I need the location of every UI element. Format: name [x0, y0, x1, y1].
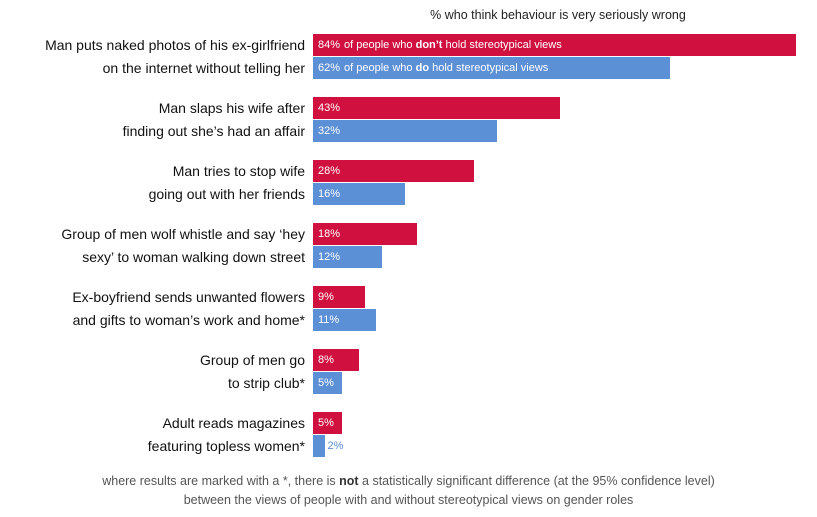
bar-dont-hold-views	[313, 286, 365, 308]
category-label-line: on the internet without telling her	[102, 60, 305, 76]
footnote-line-2: between the views of people with and wit…	[183, 493, 634, 507]
footnote-line-1-post: a statistically significant difference (…	[358, 474, 715, 488]
category-label-line: Man tries to stop wife	[172, 163, 305, 179]
category-label: Group of men wolf whistle and say ‘hey se…	[5, 223, 305, 269]
bar-dont-hold-views	[313, 34, 796, 56]
category-label-line: Man slaps his wife after	[158, 100, 305, 116]
bar-do-hold-views	[313, 309, 377, 331]
legend-entry: of people who do hold stereotypical view…	[344, 62, 549, 74]
data-label: 5%	[318, 377, 334, 389]
bar-dont-hold-views	[313, 223, 417, 245]
bar-dont-hold-views	[313, 412, 342, 434]
data-label: 43%	[318, 102, 341, 114]
data-label: 32%	[318, 125, 341, 137]
chart-title: % who think behaviour is very seriously …	[430, 8, 686, 22]
footnote-line-1: where results are marked with a *, there…	[0, 472, 817, 491]
data-label: 11%	[318, 314, 340, 326]
bar-do-hold-views	[313, 435, 325, 457]
data-label: 84% of people who don’t hold stereotypica…	[318, 39, 562, 51]
category-label-line: sexy’ to woman walking down street	[82, 249, 305, 265]
category-label: Ex-boyfriend sends unwanted flowers and g…	[5, 286, 305, 332]
category-label-line: Adult reads magazines	[162, 415, 305, 431]
category-label-line: and gifts to woman’s work and home*	[72, 312, 305, 328]
data-label: 5%	[318, 417, 334, 429]
bar-do-hold-views	[313, 183, 405, 205]
bar-do-hold-views	[313, 246, 382, 268]
category-label-line: Man puts naked photos of his ex-girlfrie…	[45, 37, 305, 53]
data-label: 12%	[318, 251, 341, 263]
category-label: Adult reads magazines featuring topless w…	[5, 412, 305, 458]
legend-entry: of people who don’t hold stereotypical v…	[344, 39, 562, 51]
bar-dont-hold-views	[313, 349, 359, 371]
bar-dont-hold-views	[313, 97, 561, 119]
data-label: 62% of people who do hold stereotypical v…	[318, 62, 549, 74]
data-label: 2%	[327, 440, 344, 452]
category-label-line: Ex-boyfriend sends unwanted flowers	[72, 289, 305, 305]
category-label-line: going out with her friends	[148, 186, 305, 202]
category-label-line: to strip club*	[227, 375, 305, 391]
bar-dont-hold-views	[313, 160, 474, 182]
category-label: Group of men go to strip club*	[5, 349, 305, 395]
bar-do-hold-views	[313, 372, 342, 394]
category-label: Man puts naked photos of his ex-girlfrie…	[5, 34, 305, 80]
footnote-line-1-pre: where results are marked with a *, there…	[102, 474, 340, 488]
footnote: where results are marked with a *, there…	[0, 472, 817, 510]
data-label: 9%	[318, 291, 334, 303]
category-label-line: featuring topless women*	[147, 438, 305, 454]
category-label-line: finding out she’s had an affair	[122, 123, 305, 139]
category-label-line: Group of men go	[199, 352, 305, 368]
data-label: 18%	[318, 228, 341, 240]
category-label: Man slaps his wife after finding out she’…	[5, 97, 305, 143]
data-label: 16%	[318, 188, 341, 200]
data-label: 28%	[318, 165, 341, 177]
bar-do-hold-views	[313, 57, 670, 79]
data-label: 8%	[318, 354, 334, 366]
category-label-line: Group of men wolf whistle and say ‘hey	[61, 226, 305, 242]
footnote-line-1-bold: not	[339, 474, 359, 488]
category-label: Man tries to stop wife going out with her…	[5, 160, 305, 206]
bar-do-hold-views	[313, 120, 497, 142]
